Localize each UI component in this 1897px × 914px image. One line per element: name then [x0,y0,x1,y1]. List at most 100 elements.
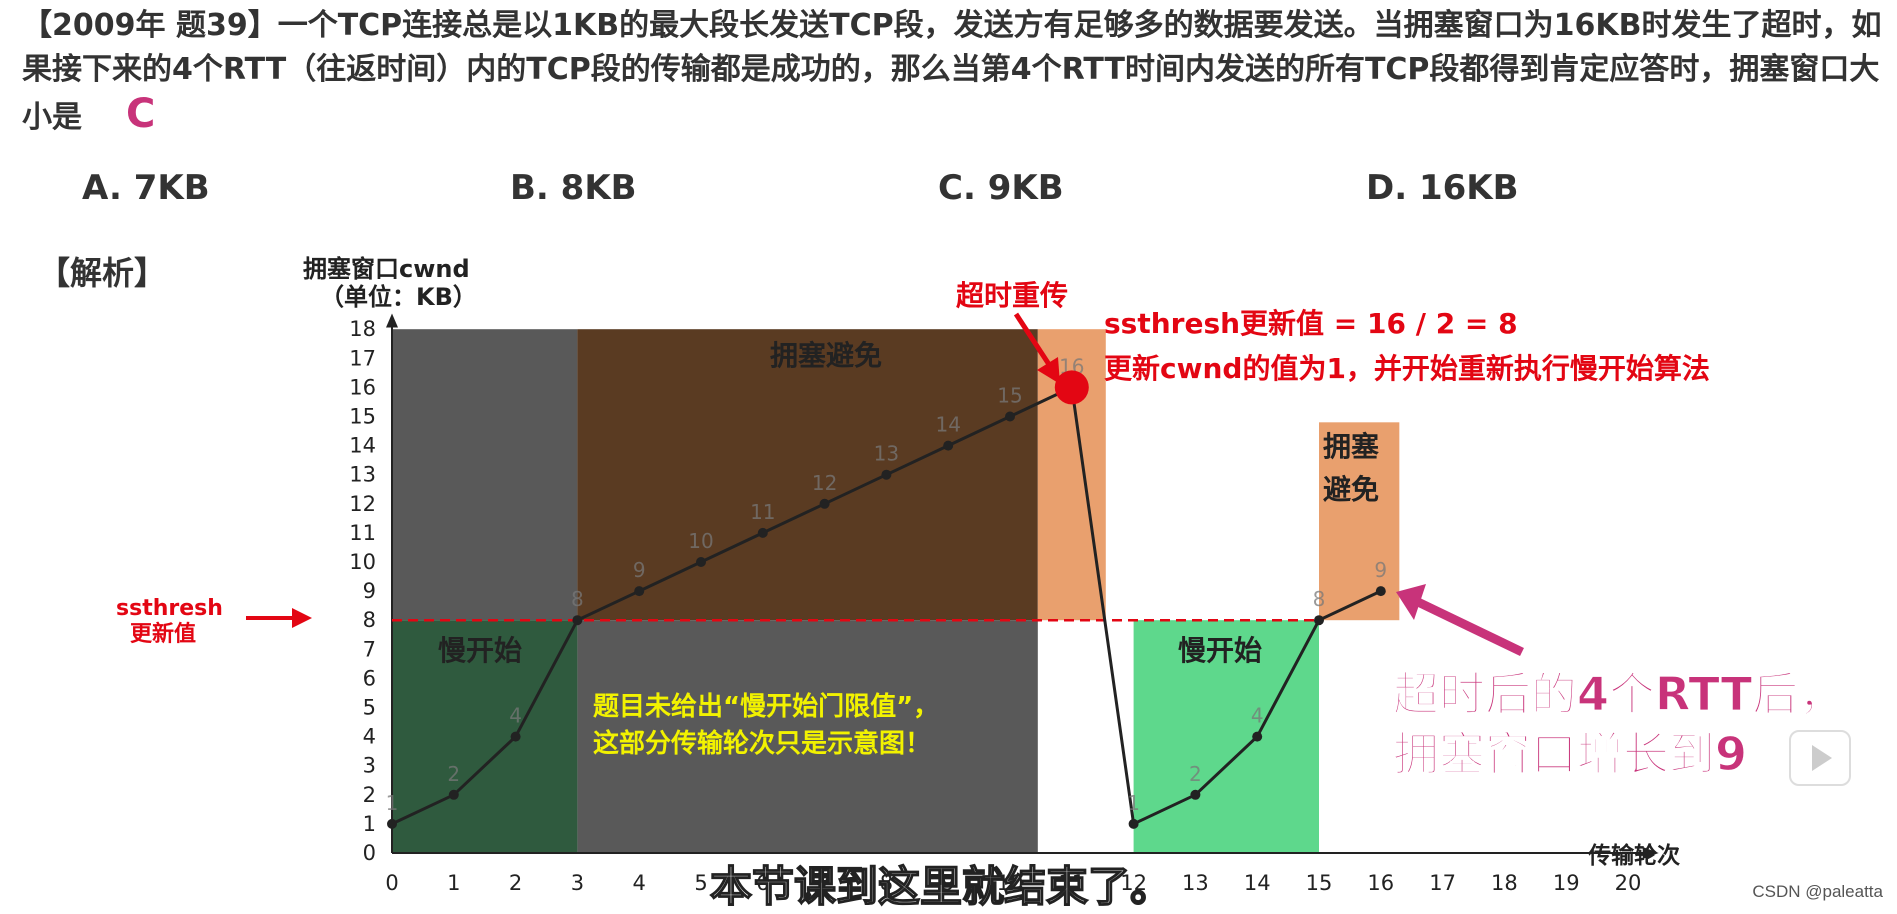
cwnd-point [1128,818,1139,829]
x-tick-label: 6 [756,871,769,895]
cwnd-point-label: 8 [571,587,584,611]
question-text: 【2009年 题39】一个TCP连接总是以1KB的最大段长发送TCP段，发送方有… [22,4,1882,140]
x-tick-label: 10 [997,871,1024,895]
cwnd-point [572,615,583,626]
cwnd-point-label: 2 [447,762,460,786]
ssthresh-label-2: 更新值 [130,621,196,647]
cwnd-point [510,731,521,742]
x-tick-label: 19 [1553,871,1580,895]
y-tick-label: 7 [363,637,376,661]
ssthresh-arrowhead-icon [292,608,312,628]
y-tick-label: 8 [363,608,376,632]
note-line-2: 这部分传输轮次只是示意图！ [593,728,931,759]
y-tick-label: 9 [363,579,376,603]
y-tick-label: 18 [349,317,376,341]
x-tick-label: 1 [447,871,460,895]
cwnd-point [1314,615,1324,626]
result-line-1: 超时后的4个RTT后， [1393,667,1844,721]
label-ca-right-1: 拥塞 [1323,430,1379,463]
x-tick-label: 20 [1615,871,1642,895]
cwnd-point-label: 4 [509,704,522,728]
y-tick-label: 0 [363,841,376,865]
x-tick-label: 17 [1429,871,1456,895]
result-line-2: 拥塞窗口增长到9 [1393,727,1747,781]
x-tick-label: 16 [1367,871,1394,895]
x-tick-label: 11 [1058,871,1085,895]
cwnd-point [881,469,892,480]
timeout-arrowhead-icon [1037,357,1060,384]
update-line-2: 更新cwnd的值为1，并开始重新执行慢开始算法 [1104,352,1710,385]
x-tick-label: 9 [942,871,955,895]
y-axis-arrow-icon [386,313,398,328]
arrows [246,312,1524,657]
y-tick-label: 3 [363,754,376,778]
y-axis-label: 拥塞窗口cwnd [303,255,470,283]
region-gray-middle [577,620,1038,853]
question-body: 【2009年 题39】一个TCP连接总是以1KB的最大段长发送TCP段，发送方有… [22,8,1882,135]
x-axis-label: 传输轮次 [1587,842,1680,869]
cwnd-point-label: 1 [1127,791,1140,815]
region-congestion-avoidance [577,329,1038,621]
region-slow-start-right [1133,620,1319,853]
x-tick-label: 18 [1491,871,1518,895]
y-tick-label: 16 [349,375,376,399]
label-congestion-avoidance: 拥塞避免 [770,339,882,372]
x-tick-label: 2 [509,871,522,895]
cwnd-point [1005,411,1015,422]
cwnd-point [696,557,706,567]
x-tick-label: 4 [633,871,646,895]
x-tick-label: 13 [1182,871,1209,895]
y-tick-label: 6 [363,666,376,690]
x-tick-label: 3 [571,871,584,895]
y-tick-label: 1 [363,812,376,836]
cwnd-point-label: 4 [1251,704,1264,728]
x-tick-labels: 0 1 2 3 4 5 6 7 8 9 10 11 12 13 14 15 16 17 18 19 20 [385,871,1641,895]
option-b: B. 8KB [510,168,637,208]
y-tick-label: 2 [363,783,376,807]
label-slow-start-right: 慢开始 [1178,634,1262,667]
cwnd-point [819,498,830,509]
watermark: CSDN @paleatta [1752,882,1883,901]
y-tick-label: 4 [363,725,376,749]
cwnd-point-label: 15 [997,384,1022,408]
y-tick-label: 11 [349,521,376,545]
y-tick-label: 10 [349,550,376,574]
cwnd-point-label: 12 [812,471,837,495]
label-timeout: 超时重传 [956,279,1068,312]
y-axis-unit: （单位：KB） [320,283,477,311]
label-ca-right-2: 避免 [1323,473,1379,506]
y-tick-label: 17 [349,346,376,370]
x-tick-label: 5 [694,871,707,895]
option-d: D. 16KB [1366,168,1519,208]
option-a: A. 7KB [82,168,210,208]
axes [386,313,1659,859]
ssthresh-label-1: ssthresh [116,596,223,621]
cwnd-point-label: 13 [874,442,899,466]
y-tick-label: 5 [363,696,376,720]
analysis-label: 【解析】 [38,254,167,292]
cwnd-point-label: 2 [1189,762,1202,786]
cwnd-point-label: 1 [386,791,399,815]
label-slow-start-left: 慢开始 [438,634,522,667]
x-tick-label: 12 [1120,871,1147,895]
x-tick-label: 0 [385,871,398,895]
answer-mark: C [126,91,156,137]
cwnd-point [757,527,768,538]
cwnd-point-label: 9 [1374,558,1387,582]
update-line-1: ssthresh更新值 = 16 / 2 = 8 [1104,307,1518,340]
x-tick-label: 15 [1306,871,1333,895]
timeout-arrow-icon [1013,312,1053,368]
result-arrowhead-icon [1396,584,1426,620]
region-gray-left [392,329,578,621]
result-arrow-icon [1416,597,1524,657]
video-subtitle: 本节课到这里就结束了。 [709,861,1173,912]
cwnd-point-label: 11 [750,500,775,524]
play-button-icon[interactable] [1789,730,1851,786]
cwnd-point [387,818,397,829]
option-c: C. 9KB [938,168,1064,208]
cwnd-point [634,586,645,597]
y-tick-label: 14 [349,434,376,458]
x-tick-label: 8 [880,871,893,895]
